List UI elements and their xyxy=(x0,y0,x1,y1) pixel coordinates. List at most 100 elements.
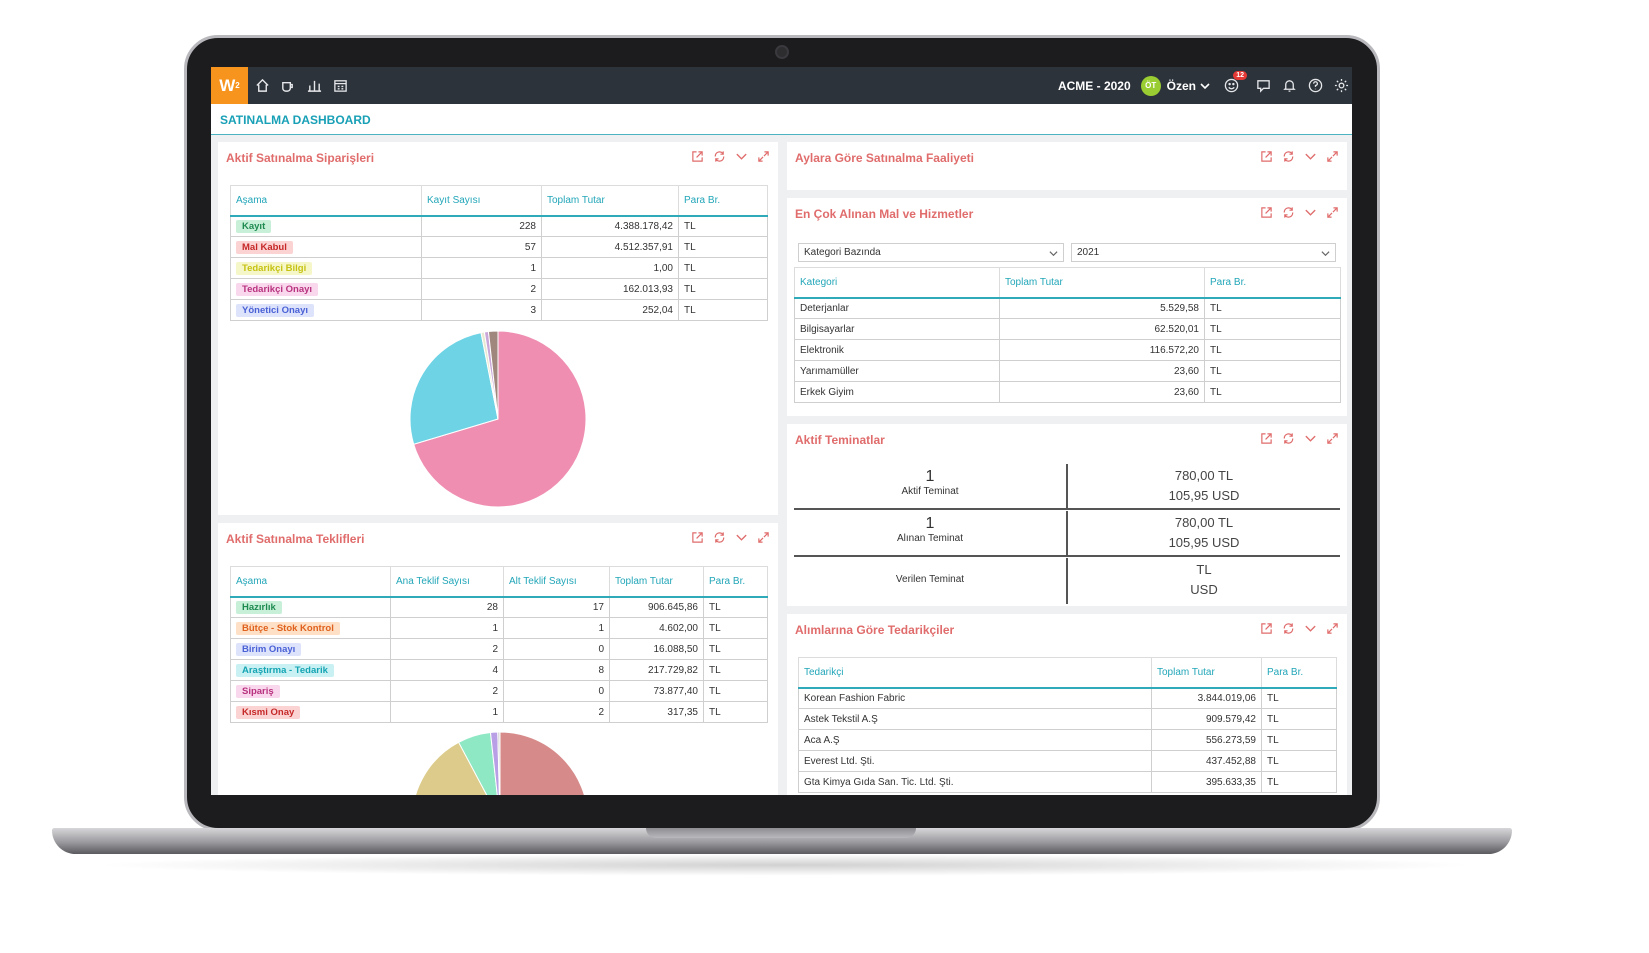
pie-slice[interactable] xyxy=(412,741,500,795)
guarantees-panel: Aktif Teminatlar 1 Aktif Teminat 780,00 … xyxy=(787,424,1347,606)
home-icon[interactable] xyxy=(255,78,270,93)
refresh-icon[interactable] xyxy=(713,150,726,163)
coffee-icon[interactable] xyxy=(280,78,295,93)
expand-icon[interactable] xyxy=(1326,432,1339,445)
collapse-icon[interactable] xyxy=(1304,206,1317,219)
export-icon[interactable] xyxy=(1260,206,1273,219)
column-header[interactable]: Para Br. xyxy=(678,185,768,217)
collapse-icon[interactable] xyxy=(735,150,748,163)
column-header[interactable]: Para Br. xyxy=(1204,267,1341,299)
table-row[interactable]: Yönetici Onayı 3 252,04 TL xyxy=(230,299,768,321)
help-icon[interactable] xyxy=(1308,78,1323,93)
table-row[interactable]: Yarımamüller 23,60 TL xyxy=(794,360,1341,382)
table-cell: 556.273,59 xyxy=(1151,729,1262,751)
column-header[interactable]: Para Br. xyxy=(703,566,768,598)
table-cell: 2 xyxy=(421,278,542,300)
export-icon[interactable] xyxy=(1260,432,1273,445)
topbar-right: ACME - 2020 ÖT Özen 12 xyxy=(1058,67,1352,104)
table-cell: 395.633,35 xyxy=(1151,771,1262,793)
expand-icon[interactable] xyxy=(1326,622,1339,635)
table-row[interactable]: Korean Fashion Fabric 3.844.019,06 TL xyxy=(798,687,1337,709)
export-icon[interactable] xyxy=(1260,150,1273,163)
refresh-icon[interactable] xyxy=(1282,622,1295,635)
column-header[interactable]: Aşama xyxy=(230,566,391,598)
collapse-icon[interactable] xyxy=(1304,432,1317,445)
bar-chart-icon[interactable] xyxy=(307,78,322,93)
expand-icon[interactable] xyxy=(1326,150,1339,163)
refresh-icon[interactable] xyxy=(1282,432,1295,445)
avatar[interactable]: ÖT xyxy=(1140,75,1161,96)
column-header[interactable]: Aşama xyxy=(230,185,422,217)
expand-icon[interactable] xyxy=(1326,206,1339,219)
table-row[interactable]: Bütçe - Stok Kontrol 1 1 4.602,00 TL xyxy=(230,617,768,639)
calendar-icon[interactable] xyxy=(333,78,348,93)
collapse-icon[interactable] xyxy=(735,531,748,544)
export-icon[interactable] xyxy=(1260,622,1273,635)
export-icon[interactable] xyxy=(691,150,704,163)
table-row[interactable]: Everest Ltd. Şti. 437.452,88 TL xyxy=(798,750,1337,772)
company-selector[interactable]: ACME - 2020 xyxy=(1057,78,1131,93)
table-cell: TL xyxy=(703,659,768,681)
table-cell: Elektronik xyxy=(794,339,1000,361)
chevron-down-icon[interactable] xyxy=(1200,81,1210,91)
table-row[interactable]: Gta Kimya Gıda San. Tic. Ltd. Şti. 395.63… xyxy=(798,771,1337,793)
table-cell: 2 xyxy=(390,638,504,660)
bell-icon[interactable] xyxy=(1282,78,1297,93)
gear-icon[interactable] xyxy=(1334,78,1349,93)
year-filter-select[interactable]: 2021 xyxy=(1071,243,1336,262)
column-header[interactable]: Toplam Tutar xyxy=(609,566,704,598)
column-header[interactable]: Toplam Tutar xyxy=(1151,657,1262,689)
page-header: SATINALMA DASHBOARD xyxy=(211,104,1352,135)
table-cell: Deterjanlar xyxy=(794,297,1000,319)
table-row[interactable]: Astek Tekstil A.Ş 909.579,42 TL xyxy=(798,708,1337,730)
pie-slice[interactable] xyxy=(409,332,499,445)
table-cell: TL xyxy=(1204,297,1341,319)
emoji-notifications[interactable]: 12 xyxy=(1224,71,1247,93)
column-header[interactable]: Ana Teklif Sayısı xyxy=(390,566,504,598)
column-header[interactable]: Kayıt Sayısı xyxy=(421,185,542,217)
column-header[interactable]: Toplam Tutar xyxy=(999,267,1205,299)
table-row[interactable]: Araştırma - Tedarik 4 8 217.729,82 TL xyxy=(230,659,768,681)
table-row[interactable]: Aca A.Ş 556.273,59 TL xyxy=(798,729,1337,751)
column-header[interactable]: Toplam Tutar xyxy=(541,185,679,217)
active-offers-pie-chart xyxy=(412,731,588,795)
active-orders-table: Aşama Kayıt Sayısı Toplam Tutar Para Br. Ka… xyxy=(230,185,768,321)
refresh-icon[interactable] xyxy=(1282,206,1295,219)
column-header[interactable]: Kategori xyxy=(794,267,1000,299)
panel-tools xyxy=(682,150,770,163)
table-row[interactable]: Erkek Giyim 23,60 TL xyxy=(794,381,1341,403)
refresh-icon[interactable] xyxy=(713,531,726,544)
table-cell: 57 xyxy=(421,236,542,258)
table-row[interactable]: Bilgisayarlar 62.520,01 TL xyxy=(794,318,1341,340)
column-header[interactable]: Tedarikçi xyxy=(798,657,1152,689)
table-row[interactable]: Kısmi Onay 1 2 317,35 TL xyxy=(230,701,768,723)
column-header[interactable]: Alt Teklif Sayısı xyxy=(503,566,610,598)
collapse-icon[interactable] xyxy=(1304,622,1317,635)
user-name[interactable]: Özen xyxy=(1166,78,1196,93)
pie-slice[interactable] xyxy=(412,731,588,795)
collapse-icon[interactable] xyxy=(1304,150,1317,163)
table-cell: Tedarikçi Onayı xyxy=(230,278,422,300)
table-row[interactable]: Elektronik 116.572,20 TL xyxy=(794,339,1341,361)
pie-slice[interactable] xyxy=(487,330,499,420)
pie-slice[interactable] xyxy=(413,330,587,508)
expand-icon[interactable] xyxy=(757,531,770,544)
table-row[interactable]: Birim Onayı 2 0 16.088,50 TL xyxy=(230,638,768,660)
guarantee-amount-tl: 780,00 TL xyxy=(1174,468,1234,483)
table-row[interactable]: Tedarikçi Onayı 2 162.013,93 TL xyxy=(230,278,768,300)
table-header-row: Aşama Kayıt Sayısı Toplam Tutar Para Br. xyxy=(230,185,768,217)
table-row[interactable]: Kayıt 228 4.388.178,42 TL xyxy=(230,215,768,237)
table-cell: 2 xyxy=(390,680,504,702)
table-row[interactable]: Deterjanlar 5.529,58 TL xyxy=(794,297,1341,319)
category-filter-select[interactable]: Kategori Bazında xyxy=(798,243,1064,262)
export-icon[interactable] xyxy=(691,531,704,544)
column-header[interactable]: Para Br. xyxy=(1261,657,1337,689)
refresh-icon[interactable] xyxy=(1282,150,1295,163)
table-row[interactable]: Tedarikçi Bilgi 1 1,00 TL xyxy=(230,257,768,279)
table-row[interactable]: Mal Kabul 57 4.512.357,91 TL xyxy=(230,236,768,258)
chat-icon[interactable] xyxy=(1256,78,1271,93)
table-row[interactable]: Sipariş 2 0 73.877,40 TL xyxy=(230,680,768,702)
expand-icon[interactable] xyxy=(757,150,770,163)
table-row[interactable]: Hazırlık 28 17 906.645,86 TL xyxy=(230,596,768,618)
